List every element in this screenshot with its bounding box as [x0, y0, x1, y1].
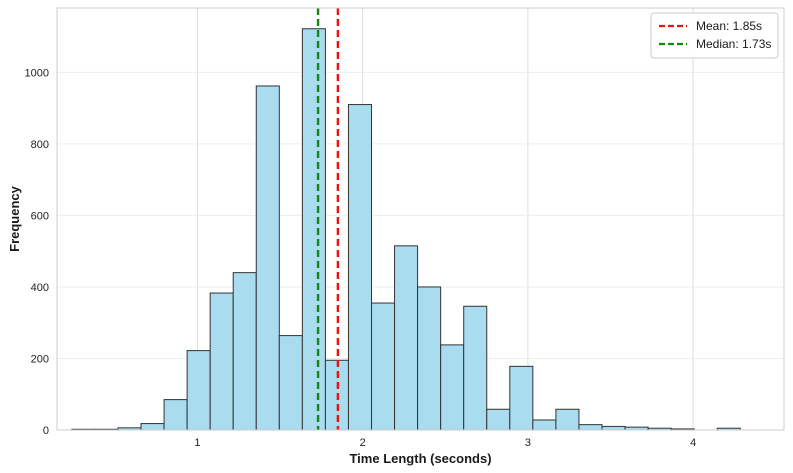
histogram-bar [602, 426, 625, 430]
histogram-bar [348, 105, 371, 430]
histogram-bar [210, 293, 233, 430]
histogram-bar [579, 425, 602, 430]
histogram-bar [372, 303, 395, 430]
legend: Mean: 1.85s Median: 1.73s [651, 13, 778, 58]
x-axis-title: Time Length (seconds) [349, 451, 491, 466]
histogram-bar [556, 409, 579, 430]
y-tick-label: 400 [31, 282, 49, 294]
x-tick-label: 3 [525, 437, 531, 449]
histogram-bar [395, 246, 418, 430]
y-tick-label: 1000 [25, 67, 49, 79]
histogram-bar [464, 306, 487, 430]
x-tick-label: 2 [360, 437, 366, 449]
histogram-bar [487, 409, 510, 430]
legend-mean-label: Mean: 1.85s [696, 19, 762, 33]
legend-median-label: Median: 1.73s [696, 37, 771, 51]
x-tick-label: 4 [690, 437, 696, 449]
y-tick-label: 200 [31, 353, 49, 365]
histogram-bar [302, 29, 325, 430]
y-tick-label: 800 [31, 139, 49, 151]
y-tick-label: 600 [31, 210, 49, 222]
histogram-bar [441, 345, 464, 430]
histogram-bar [510, 366, 533, 430]
y-tick-labels: 0 200 400 600 800 1000 [25, 67, 49, 437]
histogram-bar [256, 86, 279, 430]
histogram-bar [233, 273, 256, 430]
y-tick-label: 0 [43, 425, 49, 437]
x-tick-label: 1 [194, 437, 200, 449]
histogram-bar [533, 420, 556, 430]
histogram-bar [187, 351, 210, 430]
histogram-bar [164, 400, 187, 430]
y-axis-title: Frequency [7, 185, 22, 252]
histogram-bar [141, 424, 164, 430]
x-tick-labels: 1 2 3 4 [194, 437, 696, 449]
histogram-bar [418, 287, 441, 430]
histogram-bar [279, 336, 302, 430]
